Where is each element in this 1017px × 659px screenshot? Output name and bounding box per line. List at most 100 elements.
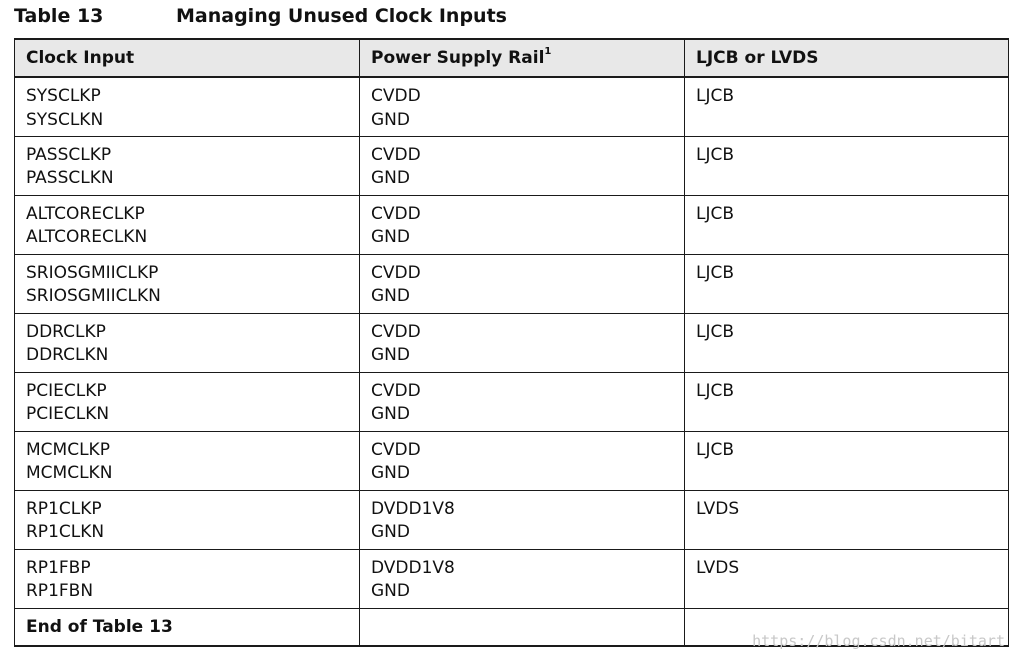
clock-input-cell: RP1FBP RP1FBN bbox=[14, 548, 360, 609]
power-rail-n: GND bbox=[371, 227, 410, 247]
clock-input-cell: DDRCLKP DDRCLKN bbox=[14, 312, 360, 373]
interface-type: LJCB bbox=[696, 203, 735, 224]
clock-input-cell: RP1CLKP RP1CLKN bbox=[14, 489, 360, 550]
power-rail-n: GND bbox=[371, 109, 410, 130]
end-of-table-label: End of Table 13 bbox=[26, 616, 173, 637]
clock-input-cell: PASSCLKP PASSCLKN bbox=[14, 135, 360, 196]
power-rail-p: CVDD bbox=[371, 262, 421, 283]
power-rail-p: CVDD bbox=[371, 439, 421, 460]
header-row: Clock Input Power Supply Rail1 LJCB or L… bbox=[14, 38, 1009, 78]
interface-type: LVDS bbox=[696, 498, 740, 519]
power-rail-cell: CVDD GND bbox=[359, 371, 685, 432]
clock-input-p: MCMCLKP bbox=[26, 439, 110, 460]
clock-input-cell: SRIOSGMIICLKP SRIOSGMIICLKN bbox=[14, 253, 360, 314]
interface-type-cell: LJCB bbox=[684, 253, 1009, 314]
clock-input-cell: MCMCLKP MCMCLKN bbox=[14, 430, 360, 491]
table-row: MCMCLKP MCMCLKN CVDD GND LJCB bbox=[14, 430, 1009, 491]
clock-input-n: PCIECLKN bbox=[26, 404, 110, 424]
power-rail-n: GND bbox=[371, 522, 410, 542]
end-of-table-cell: End of Table 13 bbox=[14, 607, 360, 647]
power-rail-p: CVDD bbox=[371, 203, 421, 224]
power-rail-n: GND bbox=[371, 463, 410, 483]
table-title: Managing Unused Clock Inputs bbox=[176, 5, 507, 27]
clock-inputs-table: Clock Input Power Supply Rail1 LJCB or L… bbox=[14, 38, 1009, 647]
power-rail-cell: DVDD1V8 GND bbox=[359, 489, 685, 550]
clock-input-cell: PCIECLKP PCIECLKN bbox=[14, 371, 360, 432]
header-power-supply-rail-label: Power Supply Rail bbox=[371, 48, 545, 68]
table-footer: End of Table 13 bbox=[14, 607, 1009, 647]
power-rail-p: CVDD bbox=[371, 380, 421, 401]
table-header: Clock Input Power Supply Rail1 LJCB or L… bbox=[14, 38, 1009, 78]
power-rail-n: GND bbox=[371, 404, 410, 424]
clock-input-cell: SYSCLKP SYSCLKN bbox=[14, 76, 360, 137]
footer-empty-cell bbox=[359, 607, 685, 647]
header-ljcb-or-lvds: LJCB or LVDS bbox=[684, 38, 1009, 78]
header-clock-input-label: Clock Input bbox=[26, 48, 135, 68]
interface-type: LJCB bbox=[696, 262, 735, 283]
interface-type: LJCB bbox=[696, 86, 735, 106]
interface-type: LJCB bbox=[696, 321, 735, 342]
power-rail-cell: CVDD GND bbox=[359, 194, 685, 255]
clock-input-p: SRIOSGMIICLKP bbox=[26, 262, 159, 283]
table-row: RP1CLKP RP1CLKN DVDD1V8 GND LVDS bbox=[14, 489, 1009, 550]
clock-input-n: RP1CLKN bbox=[26, 522, 105, 542]
clock-input-p: ALTCORECLKP bbox=[26, 203, 145, 224]
clock-input-n: SRIOSGMIICLKN bbox=[26, 286, 161, 306]
clock-input-n: SYSCLKN bbox=[26, 109, 104, 130]
clock-input-n: DDRCLKN bbox=[26, 345, 109, 365]
power-rail-p: DVDD1V8 bbox=[371, 498, 455, 519]
clock-input-n: MCMCLKN bbox=[26, 463, 113, 483]
power-rail-n: GND bbox=[371, 286, 410, 306]
power-rail-n: GND bbox=[371, 168, 410, 188]
interface-type-cell: LJCB bbox=[684, 371, 1009, 432]
interface-type-cell: LVDS bbox=[684, 548, 1009, 609]
power-rail-p: CVDD bbox=[371, 144, 421, 165]
power-rail-n: GND bbox=[371, 581, 410, 601]
clock-input-n: RP1FBN bbox=[26, 581, 94, 601]
table-row: SYSCLKP SYSCLKN CVDD GND LJCB bbox=[14, 76, 1009, 137]
interface-type: LJCB bbox=[696, 439, 735, 460]
interface-type: LJCB bbox=[696, 144, 735, 165]
clock-input-p: RP1CLKP bbox=[26, 498, 102, 519]
clock-input-p: SYSCLKP bbox=[26, 86, 101, 106]
power-rail-cell: DVDD1V8 GND bbox=[359, 548, 685, 609]
watermark: https://blog.csdn.net/bitart bbox=[752, 632, 1005, 650]
footnote-marker: 1 bbox=[544, 46, 552, 57]
table-row: DDRCLKP DDRCLKN CVDD GND LJCB bbox=[14, 312, 1009, 373]
table-row: PCIECLKP PCIECLKN CVDD GND LJCB bbox=[14, 371, 1009, 432]
header-power-supply-rail: Power Supply Rail1 bbox=[359, 38, 685, 78]
power-rail-p: CVDD bbox=[371, 86, 421, 106]
clock-input-n: ALTCORECLKN bbox=[26, 227, 148, 247]
footer-row: End of Table 13 bbox=[14, 607, 1009, 647]
interface-type-cell: LJCB bbox=[684, 135, 1009, 196]
clock-input-p: DDRCLKP bbox=[26, 321, 106, 342]
table-row: SRIOSGMIICLKP SRIOSGMIICLKN CVDD GND LJCB bbox=[14, 253, 1009, 314]
clock-input-p: RP1FBP bbox=[26, 557, 91, 578]
power-rail-cell: CVDD GND bbox=[359, 76, 685, 137]
power-rail-cell: CVDD GND bbox=[359, 253, 685, 314]
interface-type-cell: LJCB bbox=[684, 312, 1009, 373]
header-ljcb-or-lvds-label: LJCB or LVDS bbox=[696, 48, 819, 68]
interface-type-cell: LJCB bbox=[684, 76, 1009, 137]
power-rail-cell: CVDD GND bbox=[359, 430, 685, 491]
power-rail-cell: CVDD GND bbox=[359, 135, 685, 196]
table-row: RP1FBP RP1FBN DVDD1V8 GND LVDS bbox=[14, 548, 1009, 609]
power-rail-p: DVDD1V8 bbox=[371, 557, 455, 578]
interface-type-cell: LJCB bbox=[684, 194, 1009, 255]
power-rail-n: GND bbox=[371, 345, 410, 365]
power-rail-p: CVDD bbox=[371, 321, 421, 342]
clock-input-p: PCIECLKP bbox=[26, 380, 107, 401]
interface-type-cell: LJCB bbox=[684, 430, 1009, 491]
table-row: ALTCORECLKP ALTCORECLKN CVDD GND LJCB bbox=[14, 194, 1009, 255]
table-body: SYSCLKP SYSCLKN CVDD GND LJCB PASSCLKP PASSCLK… bbox=[14, 76, 1009, 609]
interface-type-cell: LVDS bbox=[684, 489, 1009, 550]
clock-input-cell: ALTCORECLKP ALTCORECLKN bbox=[14, 194, 360, 255]
clock-input-n: PASSCLKN bbox=[26, 168, 114, 188]
footer-empty-cell bbox=[684, 607, 1009, 647]
header-clock-input: Clock Input bbox=[14, 38, 360, 78]
clock-input-p: PASSCLKP bbox=[26, 144, 112, 165]
table-row: PASSCLKP PASSCLKN CVDD GND LJCB bbox=[14, 135, 1009, 196]
power-rail-cell: CVDD GND bbox=[359, 312, 685, 373]
table-number: Table 13 bbox=[14, 5, 104, 27]
interface-type: LJCB bbox=[696, 380, 735, 401]
